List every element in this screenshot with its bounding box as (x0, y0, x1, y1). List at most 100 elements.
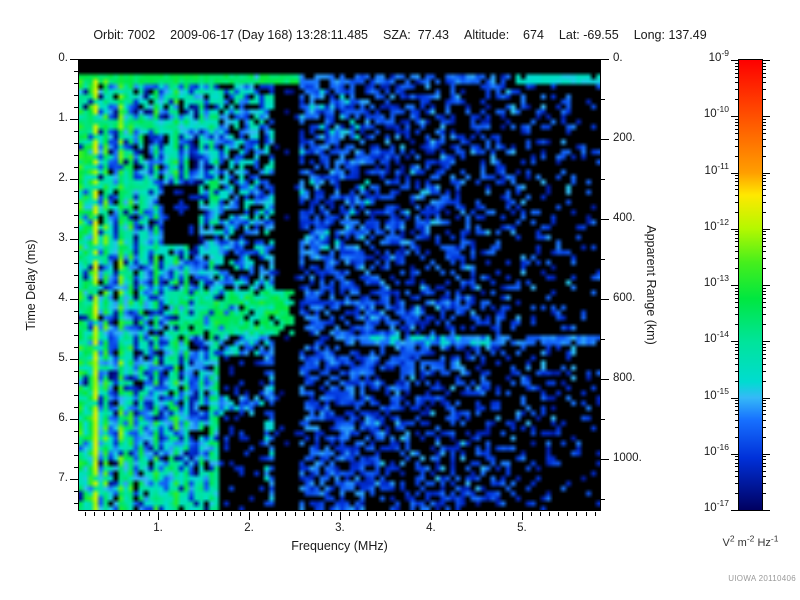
y-axis-tick (70, 479, 78, 481)
y2-axis-tick (601, 59, 609, 60)
colorbar-minor-tick (762, 353, 766, 355)
colorbar-minor-tick (762, 462, 766, 464)
x-axis-minor-tick (185, 512, 187, 516)
colorbar-tick (762, 341, 770, 343)
y2-axis-tick (601, 299, 609, 300)
colorbar-minor-tick (762, 82, 766, 84)
y2-axis-minor-tick (601, 339, 605, 340)
colorbar-minor-tick (762, 201, 766, 203)
colorbar-minor-tick (762, 380, 766, 382)
colorbar-minor-tick (735, 287, 739, 289)
colorbar-minor-tick (735, 241, 739, 243)
x-axis-minor-tick (85, 512, 87, 516)
x-axis-minor-tick (440, 512, 441, 516)
colorbar-minor-tick (735, 251, 739, 253)
colorbar-minor-tick (735, 128, 739, 130)
colorbar-minor-tick (735, 353, 739, 355)
colorbar-minor-tick (735, 185, 739, 186)
x-axis-minor-tick (421, 512, 423, 516)
x-axis-minor-tick (494, 512, 496, 516)
y-axis-tick (70, 239, 78, 241)
x-axis-minor-tick (549, 512, 551, 516)
y2-axis-minor-tick (601, 259, 605, 260)
x-axis-title: Frequency (MHz) (291, 539, 388, 553)
colorbar-minor-tick (762, 314, 766, 316)
x-axis-minor-tick (531, 512, 532, 516)
colorbar-minor-tick (762, 234, 766, 236)
x-axis-minor-tick (594, 512, 596, 516)
x-axis-minor-tick (467, 512, 469, 516)
colorbar-minor-tick (762, 251, 766, 253)
colorbar-minor-tick (735, 426, 739, 428)
x-axis-minor-tick (567, 512, 569, 516)
colorbar-minor-tick (762, 138, 766, 140)
y-tick-label: 2. (58, 172, 68, 185)
colorbar-minor-tick (735, 493, 739, 495)
colorbar-minor-tick (735, 268, 739, 270)
colorbar-minor-tick (735, 118, 739, 120)
colorbar-minor-tick (735, 234, 739, 236)
colorbar-minor-tick (735, 258, 739, 260)
colorbar-minor-tick (762, 343, 766, 345)
y-axis-minor-tick (74, 431, 78, 433)
y-tick-label: 1. (58, 112, 68, 125)
x-tick-label: 5. (517, 522, 527, 534)
x-axis-tick (158, 512, 160, 520)
colorbar-minor-tick (762, 65, 766, 67)
colorbar-minor-tick (762, 363, 766, 365)
spectrogram-canvas (78, 59, 601, 511)
colorbar-minor-tick (735, 181, 739, 183)
y-tick-label: 7. (58, 472, 68, 485)
y-axis-minor-tick (74, 107, 78, 108)
x-axis-minor-tick (512, 512, 514, 516)
colorbar-minor-tick (762, 118, 766, 120)
colorbar-tick (762, 116, 770, 118)
colorbar-tick (762, 510, 770, 511)
y-axis-minor-tick (74, 347, 78, 349)
y-axis-minor-tick (74, 263, 78, 265)
x-axis-minor-tick (267, 512, 269, 516)
colorbar-minor-tick (735, 343, 739, 345)
x-axis-minor-tick (576, 512, 578, 516)
colorbar-minor-tick (735, 138, 739, 140)
colorbar-minor-tick (735, 346, 739, 348)
header-long: Long: 137.49 (633, 28, 707, 42)
colorbar-minor-tick (735, 65, 739, 67)
x-axis-minor-tick (239, 512, 241, 516)
colorbar-minor-tick (735, 476, 739, 478)
colorbar-minor-tick (735, 358, 739, 360)
colorbar-tick (731, 228, 739, 230)
colorbar-minor-tick (762, 237, 766, 239)
y-axis-tick (70, 179, 78, 181)
colorbar-minor-tick (735, 68, 739, 70)
y-axis-minor-tick (74, 275, 78, 277)
header-datetime: 2009-06-17 (Day 168) 13:28:11.485 (170, 28, 368, 42)
colorbar-minor-tick (735, 231, 739, 233)
colorbar-minor-tick (762, 459, 766, 461)
y2-axis-minor-tick (601, 179, 605, 180)
colorbar-minor-tick (735, 245, 739, 247)
y-axis-minor-tick (74, 155, 78, 156)
colorbar-minor-tick (762, 76, 766, 78)
x-axis-minor-tick (358, 512, 360, 516)
x-axis-tick (521, 512, 523, 520)
y-axis-minor-tick (74, 143, 78, 144)
colorbar-tick-label: 10-12 (703, 216, 729, 233)
y-tick-label: 6. (58, 412, 68, 425)
x-axis-minor-tick (103, 512, 105, 516)
y2-tick-label: 800. (613, 372, 636, 384)
y-axis-minor-tick (74, 455, 78, 457)
x-axis-minor-tick (221, 512, 223, 516)
colorbar-minor-tick (735, 211, 739, 213)
header-altitude: Altitude: 674 (464, 28, 544, 42)
colorbar-minor-tick (762, 68, 766, 70)
colorbar-minor-tick (762, 245, 766, 247)
x-axis-minor-tick (121, 512, 123, 516)
x-axis-minor-tick (230, 512, 232, 516)
colorbar-minor-tick (762, 125, 766, 126)
x-axis-minor-tick (394, 512, 396, 516)
header-orbit: Orbit: 7002 (93, 28, 156, 42)
colorbar-minor-tick (735, 62, 739, 64)
x-axis-minor-tick (321, 512, 323, 516)
colorbar-tick-label: 10-14 (703, 329, 729, 346)
